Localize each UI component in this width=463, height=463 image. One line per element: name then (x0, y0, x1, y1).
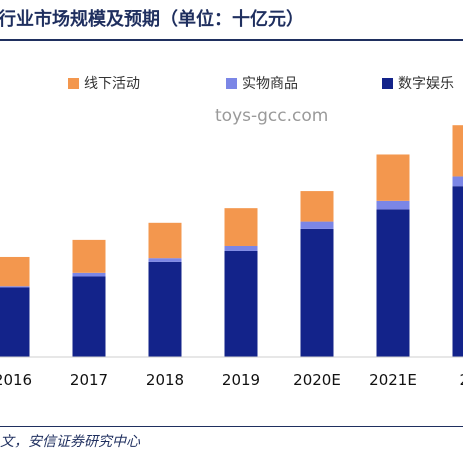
watermark-text: toys-gcc.com (215, 106, 328, 126)
source-note: 文，安信证券研究中心 (0, 434, 140, 450)
x-tick-label: 2017 (70, 371, 108, 389)
bar-2018-series-0 (148, 261, 182, 357)
bar-20-series-2 (452, 125, 463, 177)
legend-swatch (226, 78, 237, 89)
bar-2017-series-1 (72, 272, 106, 277)
x-tick-label: 2019 (222, 371, 260, 389)
bar-2018-series-2 (148, 222, 182, 259)
bar-2019-series-1 (224, 245, 258, 251)
title-divider (0, 39, 463, 41)
bar-2020E-series-0 (300, 228, 334, 357)
bar-20-series-1 (452, 176, 463, 187)
bars-group (0, 125, 463, 357)
x-tick-label: 20 (459, 371, 463, 389)
legend-swatch (382, 78, 393, 89)
chart-title: 行业市场规模及预期（单位：十亿元） (0, 9, 304, 30)
legend-label: 线下活动 (84, 76, 140, 92)
bar-2016-series-0 (0, 287, 30, 357)
bar-2020E-series-2 (300, 191, 334, 222)
bar-2017-series-2 (72, 239, 106, 273)
legend: 线下活动 实物商品 数字娱乐 (68, 76, 454, 92)
legend-swatch (68, 78, 79, 89)
bar-20-series-0 (452, 186, 463, 357)
legend-label: 数字娱乐 (398, 76, 454, 92)
bar-2021E-series-0 (376, 209, 410, 357)
source-divider (0, 426, 463, 427)
x-tick-labels: 2016 2017 2018 2019 2020E 2021E 20 (0, 371, 463, 389)
x-tick-label: 2018 (146, 371, 184, 389)
bar-2020E-series-1 (300, 221, 334, 229)
bar-2017-series-0 (72, 276, 106, 357)
x-tick-label: 2016 (0, 371, 32, 389)
bar-2019-series-0 (224, 250, 258, 357)
x-tick-label: 2021E (369, 371, 417, 389)
x-tick-label: 2020E (293, 371, 341, 389)
bar-2016-series-2 (0, 256, 30, 287)
bar-2021E-series-2 (376, 154, 410, 201)
bar-2021E-series-1 (376, 200, 410, 210)
bar-2018-series-1 (148, 258, 182, 262)
legend-label: 实物商品 (242, 76, 298, 92)
bar-2016-series-1 (0, 286, 30, 288)
bar-2019-series-2 (224, 208, 258, 246)
